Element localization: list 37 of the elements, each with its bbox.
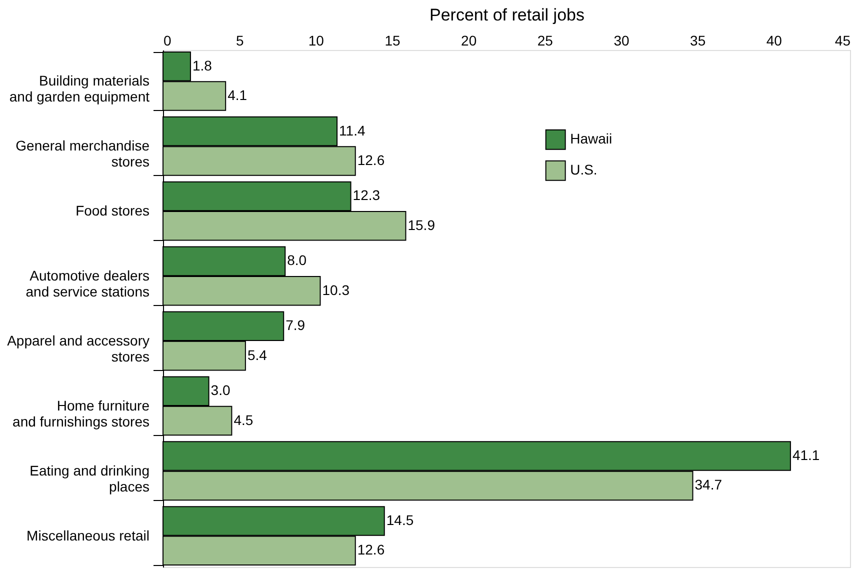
x-tick-label: 20	[461, 32, 477, 48]
x-tick-label: 30	[614, 32, 630, 48]
data-label: 34.7	[694, 476, 722, 493]
data-label: 12.3	[352, 187, 380, 204]
data-label: 5.4	[247, 346, 268, 363]
x-tick-label: 10	[308, 32, 324, 48]
data-label: 7.9	[286, 317, 306, 334]
data-label: 3.0	[210, 382, 230, 398]
data-label: 4.5	[234, 412, 254, 428]
data-label: 4.1	[228, 87, 248, 104]
data-label: 41.1	[792, 447, 820, 464]
y-tick-label: Miscellaneous retail	[26, 527, 150, 544]
x-tick-label: 35	[690, 32, 706, 48]
y-tick-label: Building materials and garden equipment	[9, 72, 150, 105]
y-tick-label: General merchandise stores	[16, 138, 150, 170]
x-tick-label: 45	[834, 32, 851, 48]
data-label: 15.9	[408, 216, 436, 233]
x-tick-label: 0	[164, 32, 172, 48]
legend-label: U.S.	[570, 162, 598, 178]
data-label: 14.5	[386, 512, 414, 528]
data-label: 1.8	[192, 57, 212, 74]
data-label: 11.4	[339, 122, 366, 138]
x-tick-label: 15	[384, 32, 400, 48]
y-tick-label: Eating and drinking places	[30, 462, 150, 494]
y-tick-label: Home furniture and furnishings stores	[12, 397, 150, 430]
y-tick-label: Automotive dealers and service stations	[26, 268, 150, 300]
x-tick-label: 40	[766, 32, 782, 48]
x-tick-label: 5	[236, 32, 244, 48]
x-tick-label: 25	[537, 32, 554, 48]
y-tick-label: Food stores	[76, 202, 150, 219]
x-axis-title: Percent of retail jobs	[430, 6, 584, 24]
data-label: 12.6	[357, 152, 385, 168]
data-label: 12.6	[357, 542, 385, 558]
data-label: 8.0	[287, 252, 307, 268]
data-label: 10.3	[322, 282, 350, 298]
legend-label: Hawaii	[570, 130, 612, 147]
y-tick-label: Apparel and accessory stores	[7, 332, 150, 364]
